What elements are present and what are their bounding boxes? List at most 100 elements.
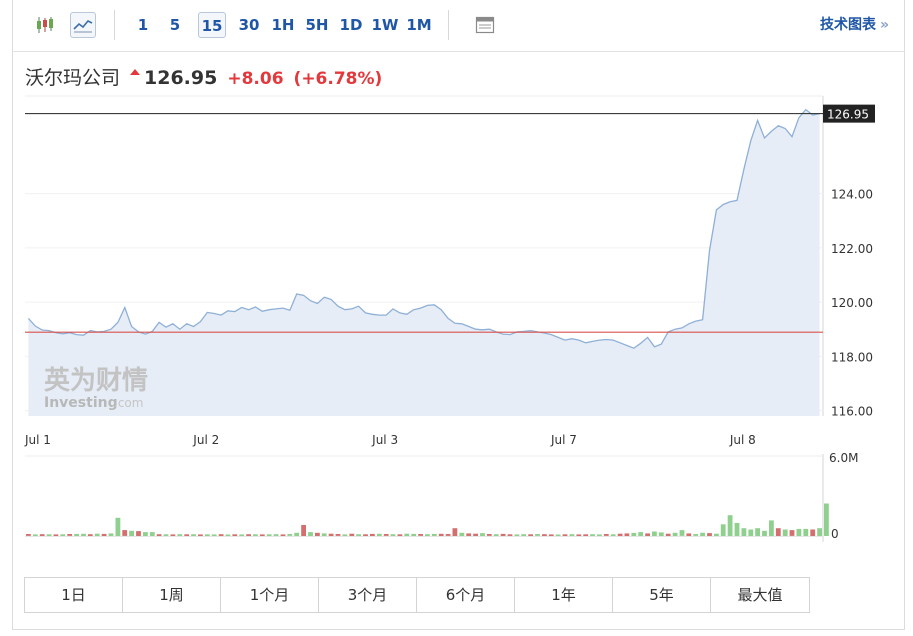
- period-button[interactable]: 5年: [613, 578, 711, 612]
- volume-bar: [53, 534, 59, 536]
- price-tick-label: 124.00: [831, 188, 873, 202]
- timeframe-5[interactable]: 5: [169, 16, 181, 34]
- volume-bar: [191, 534, 196, 536]
- instrument-name: 沃尔玛公司: [25, 67, 121, 89]
- period-button[interactable]: 6个月: [417, 578, 515, 612]
- line-chart-button[interactable]: [70, 12, 96, 38]
- volume-bar: [514, 534, 520, 536]
- volume-bar: [101, 533, 107, 536]
- volume-bar: [266, 534, 272, 536]
- timeframe-30[interactable]: 30: [238, 16, 260, 34]
- period-button[interactable]: 1个月: [221, 578, 319, 612]
- volume-bar: [603, 534, 609, 536]
- data-table-button[interactable]: [472, 12, 498, 38]
- volume-bar: [720, 524, 726, 536]
- volume-bar: [225, 534, 231, 536]
- price-tick-label: 120.00: [831, 296, 873, 310]
- volume-bar: [445, 534, 451, 536]
- volume-bar: [81, 533, 86, 536]
- candlestick-chart-button[interactable]: [32, 12, 58, 38]
- volume-bar: [542, 534, 547, 536]
- volume-bar: [211, 534, 217, 536]
- volume-bar: [459, 532, 465, 537]
- volume-bar: [652, 531, 657, 536]
- timeframe-1w[interactable]: 1W: [371, 16, 399, 34]
- volume-bar: [624, 533, 630, 536]
- volume-bar: [555, 534, 561, 536]
- volume-bar: [253, 534, 258, 536]
- volume-bar: [26, 534, 31, 536]
- double-chevron-right-icon: »: [879, 17, 889, 33]
- volume-bar: [486, 534, 492, 536]
- price-tick-label: 116.00: [831, 405, 873, 419]
- volume-bar: [363, 534, 368, 536]
- volume-bar: [294, 532, 300, 537]
- volume-bar: [617, 533, 623, 536]
- toolbar-divider: [114, 10, 115, 40]
- candlestick-icon: [37, 17, 53, 33]
- timeframe-1[interactable]: 1: [137, 16, 149, 34]
- x-axis-label: Jul 7: [550, 433, 577, 447]
- x-axis-label: Jul 2: [192, 433, 219, 447]
- volume-bar: [672, 532, 678, 537]
- line-chart-icon: [73, 20, 93, 33]
- volume-bar: [115, 517, 121, 536]
- price-tick-label: 118.00: [831, 350, 873, 364]
- volume-bar: [741, 528, 747, 536]
- volume-bar: [645, 533, 650, 536]
- quote-header: 沃尔玛公司 126.95 +8.06 (+6.78%): [25, 64, 382, 92]
- volume-bar: [321, 533, 327, 536]
- price-change-percent: (+6.78%): [293, 69, 383, 89]
- watermark-brand-text: Investing: [44, 395, 118, 411]
- volume-bar: [824, 503, 829, 536]
- volume-bar: [411, 533, 417, 536]
- watermark-domain-text: .com: [114, 396, 143, 410]
- volume-bar: [404, 533, 410, 536]
- period-button[interactable]: 3个月: [319, 578, 417, 612]
- last-price: 126.95: [144, 67, 218, 89]
- timeframe-1d[interactable]: 1D: [339, 16, 363, 34]
- volume-bar: [67, 534, 73, 536]
- volume-bar: [686, 533, 692, 536]
- volume-bar: [528, 534, 533, 536]
- volume-bar: [198, 534, 203, 536]
- volume-bar: [569, 534, 575, 536]
- volume-zero-label: 0: [831, 527, 839, 541]
- volume-bar: [762, 530, 767, 536]
- timeframe-1m[interactable]: 1M: [406, 16, 432, 34]
- volume-bar: [425, 534, 430, 536]
- technical-chart-link[interactable]: 技术图表»: [820, 14, 889, 34]
- volume-bar: [548, 534, 554, 536]
- volume-bar: [156, 534, 162, 536]
- volume-bar: [452, 528, 458, 536]
- volume-bar: [308, 532, 313, 536]
- volume-bar: [46, 534, 52, 536]
- volume-bar: [775, 528, 781, 536]
- volume-bar: [273, 534, 279, 536]
- volume-bar: [301, 525, 306, 536]
- volume-bar: [370, 533, 375, 536]
- timeframe-15[interactable]: 15: [198, 12, 226, 38]
- period-button[interactable]: 1日: [25, 578, 123, 612]
- volume-bar: [149, 532, 155, 536]
- volume-bar: [665, 533, 671, 536]
- last-price-tag: [823, 104, 875, 123]
- volume-bar: [507, 534, 513, 536]
- volume-bar: [693, 534, 699, 536]
- period-button[interactable]: 1年: [515, 578, 613, 612]
- price-line: [27, 108, 820, 349]
- volume-bar: [480, 533, 485, 536]
- volume-bar: [315, 532, 320, 537]
- volume-bar: [122, 530, 128, 536]
- period-button[interactable]: 1周: [123, 578, 221, 612]
- volume-bar: [218, 534, 224, 536]
- timeframe-1h[interactable]: 1H: [271, 16, 295, 34]
- price-area: [28, 109, 820, 416]
- volume-bar: [789, 530, 795, 536]
- timeframe-5h[interactable]: 5H: [305, 16, 329, 34]
- period-button[interactable]: 最大值: [737, 586, 783, 604]
- volume-bar: [418, 534, 423, 536]
- volume-bar: [748, 529, 754, 536]
- volume-bar: [500, 533, 506, 536]
